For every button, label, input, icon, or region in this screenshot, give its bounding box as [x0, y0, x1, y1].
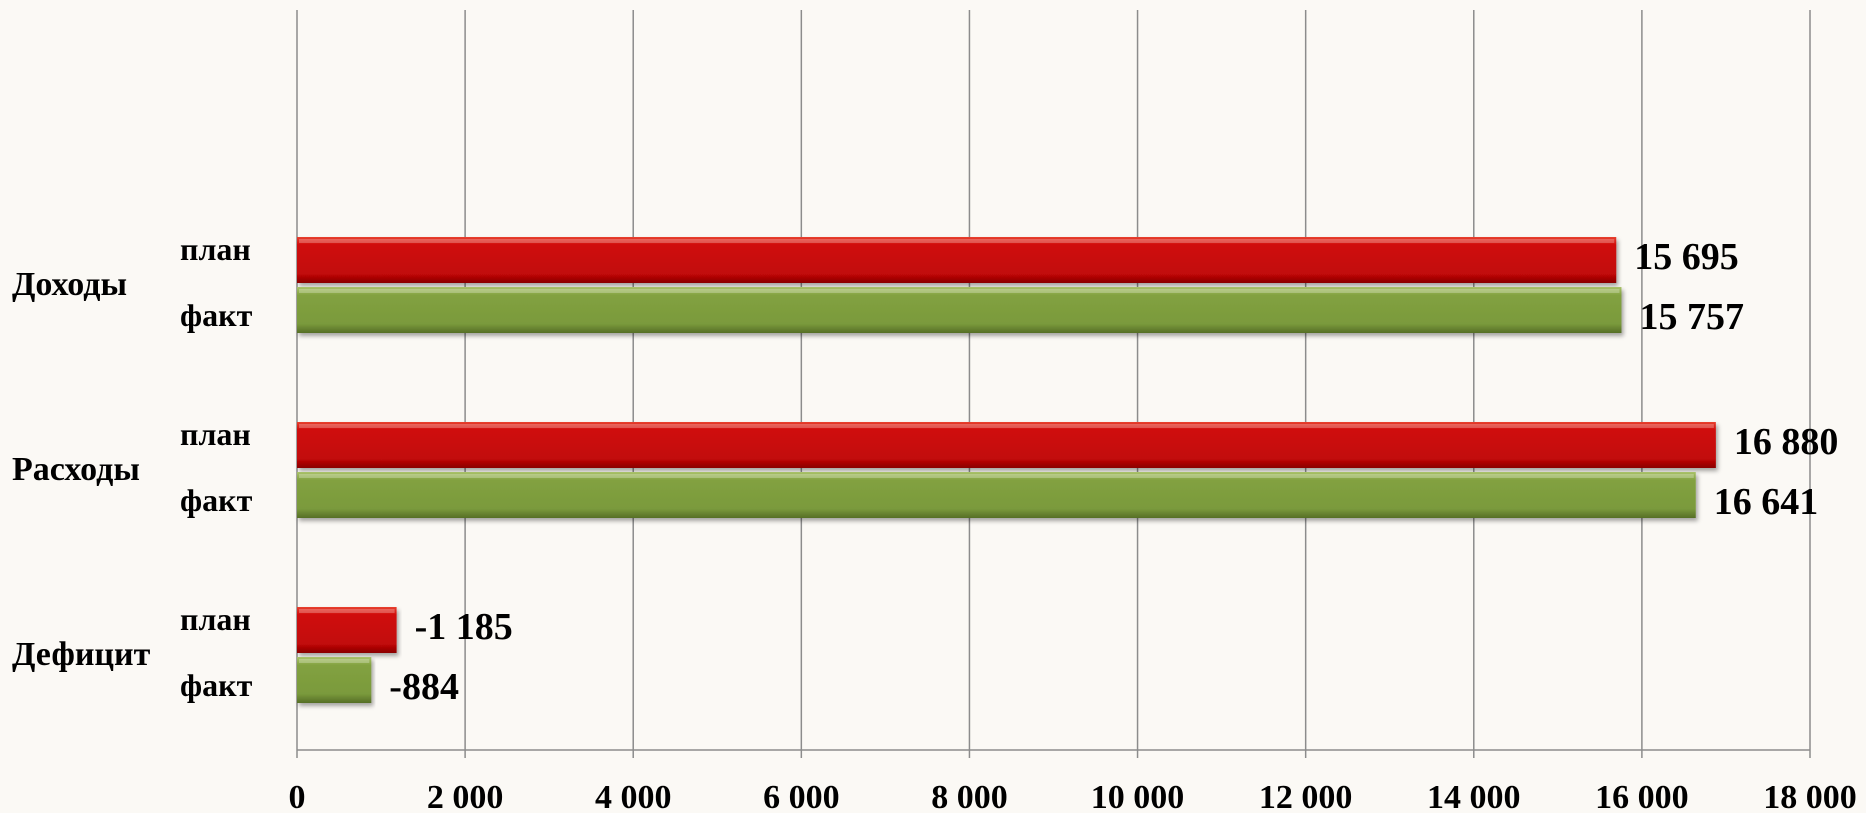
- labels: план 15 695 факт 15 757 Доходы план 16 880 факт…: [12, 231, 1838, 708]
- x-tick-label: 10 000: [1091, 779, 1185, 813]
- x-tick-label: 0: [289, 779, 306, 813]
- bar: [297, 607, 397, 653]
- x-tick-label: 14 000: [1427, 779, 1521, 813]
- bar-highlight: [299, 424, 1714, 428]
- x-tick-label: 18 000: [1763, 779, 1857, 813]
- bar: [297, 472, 1696, 518]
- bar-highlight: [299, 609, 395, 613]
- series-label: план: [180, 601, 251, 637]
- x-tick-label: 2 000: [427, 779, 504, 813]
- series-label: план: [180, 231, 251, 267]
- category-label: Дефицит: [12, 636, 151, 673]
- x-tick-label: 8 000: [931, 779, 1008, 813]
- gridlines: [296, 10, 1811, 750]
- x-tick-label: 12 000: [1259, 779, 1353, 813]
- bar-highlight: [299, 289, 1620, 293]
- bar-highlight: [299, 239, 1615, 243]
- series-label: факт: [180, 297, 253, 333]
- bar: [297, 422, 1716, 468]
- series-label: факт: [180, 667, 253, 703]
- data-label: 15 695: [1634, 236, 1739, 278]
- category-label: Расходы: [12, 451, 140, 488]
- series-label: факт: [180, 482, 253, 518]
- category-label: Доходы: [12, 266, 127, 303]
- data-label: 16 641: [1714, 481, 1819, 523]
- x-tick-label: 16 000: [1595, 779, 1689, 813]
- data-label: 15 757: [1639, 296, 1744, 338]
- bar: [297, 287, 1622, 333]
- x-tick-label: 6 000: [763, 779, 840, 813]
- bar-highlight: [299, 659, 370, 663]
- x-tick-label: 4 000: [595, 779, 672, 813]
- data-label: 16 880: [1734, 421, 1839, 463]
- bar: [297, 237, 1617, 283]
- bars: [297, 237, 1716, 703]
- x-axis: 0 2 000 4 000 6 000 8 000 10 000 12 000 14 000 1…: [289, 749, 1857, 813]
- data-label: -884: [389, 666, 459, 708]
- bar: [297, 657, 372, 703]
- data-label: -1 185: [415, 606, 513, 648]
- series-label: план: [180, 416, 251, 452]
- bar-highlight: [299, 474, 1694, 478]
